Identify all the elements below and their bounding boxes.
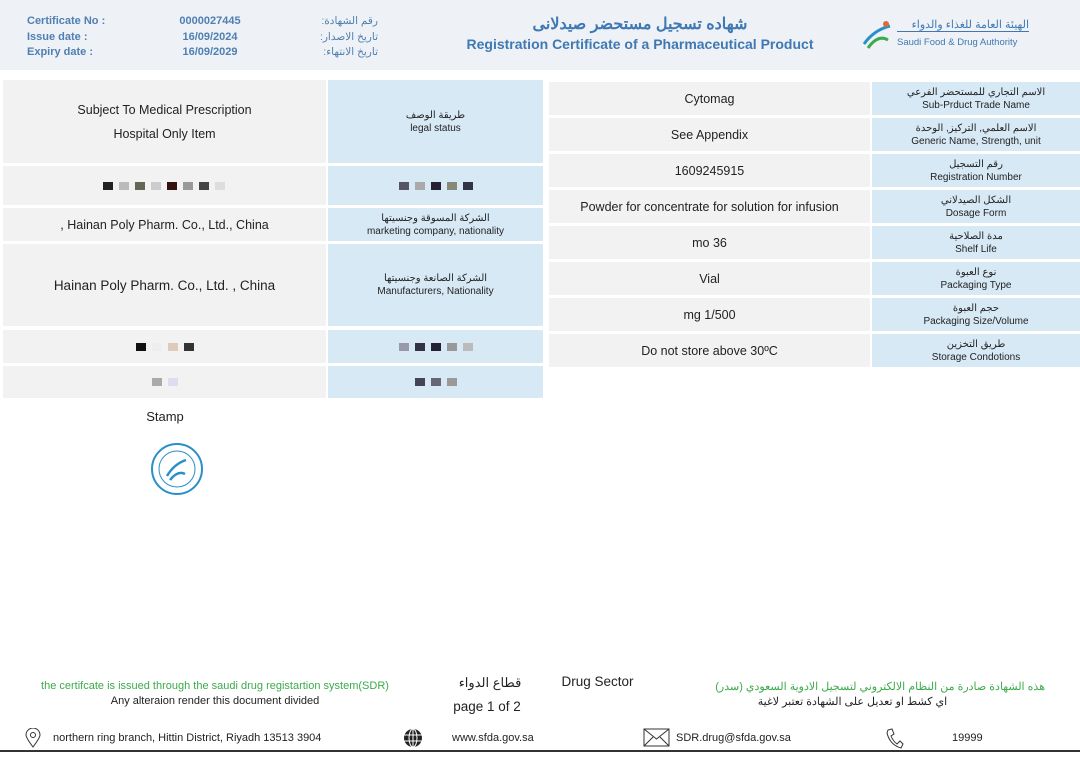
right-row-label: الاسم العلمي, التركيز, الوحدة Generic Na…	[872, 118, 1080, 151]
footer-sector-ar: قطاع الدواء	[458, 675, 522, 690]
label-ar: مدة الصلاحية	[949, 230, 1003, 242]
redacted-value	[3, 330, 326, 363]
footer-address: northern ring branch, Hittin District, R…	[53, 732, 322, 744]
sfda-logo-icon	[862, 21, 891, 49]
authority-ar: الهيئة العامة للغذاء والدواء	[897, 18, 1029, 32]
page-number: page 1 of 2	[453, 699, 521, 714]
label-ar: الشكل الصيدلاني	[940, 194, 1012, 206]
redacted-value	[3, 166, 326, 205]
right-row-value: Do not store above 30ºC	[549, 334, 870, 367]
issue-date-label: Issue date :	[27, 31, 88, 43]
label-en: Dosage Form	[945, 207, 1007, 219]
label-ar: نوع العبوة	[955, 266, 997, 278]
manufacturer-value: Hainan Poly Pharm. Co., Ltd. , China	[3, 244, 326, 326]
redacted-label	[328, 330, 543, 363]
label-en: Manufacturers, Nationality	[377, 286, 494, 297]
legal-status-line-2: Hospital Only Item	[113, 126, 216, 141]
footer-website[interactable]: www.sfda.gov.sa	[452, 732, 534, 744]
certificate-no-ar: رقم الشهادة:	[321, 15, 378, 27]
title-ar: شهاده تسجيل مستحضر صيدلانى	[532, 16, 748, 33]
location-pin-icon	[25, 728, 41, 748]
footer-sdr-en: the certifcate is issued through the sau…	[41, 680, 389, 692]
expiry-date-ar: تاريخ الانتهاء:	[323, 46, 378, 58]
globe-icon	[404, 728, 422, 748]
right-row-label: طريق التخزين Storage Condotions	[872, 334, 1080, 367]
issue-date-ar: تاريخ الاصدار:	[319, 31, 378, 43]
right-row-value: mg 1/500	[549, 298, 870, 331]
label-en: Packaging Size/Volume	[923, 315, 1029, 327]
legal-status-value: Subject To Medical Prescription Hospital…	[3, 80, 326, 163]
label-en: legal status	[410, 122, 461, 134]
authority-en: Saudi Food & Drug Authority	[897, 37, 1018, 48]
label-en: Registration Number	[930, 171, 1022, 183]
label-ar: طريق التخزين	[946, 338, 1006, 350]
footer-email[interactable]: SDR.drug@sfda.gov.sa	[676, 732, 791, 744]
legal-status-line-1: Subject To Medical Prescription	[77, 102, 252, 117]
footer-phone: 19999	[952, 732, 983, 744]
redacted-label	[328, 366, 543, 398]
marketing-company-label: الشركة المسوقة وجنسيتها marketing compan…	[328, 208, 543, 241]
label-en: marketing company, nationality	[366, 225, 505, 237]
label-en: Sub-Prduct Trade Name	[922, 99, 1030, 111]
legal-status-label: طريقة الوصف legal status	[328, 80, 543, 163]
certificate-header: Certificate No : Issue date : Expiry dat…	[0, 0, 1080, 70]
expiry-date-label: Expiry date :	[27, 46, 94, 58]
right-row-value: 1609245915	[549, 154, 870, 187]
right-row-value: See Appendix	[549, 118, 870, 151]
certificate-no-label: Certificate No :	[27, 15, 106, 27]
right-row-label: حجم العبوة Packaging Size/Volume	[872, 298, 1080, 331]
right-row-value: Cytomag	[549, 82, 870, 115]
certificate-no: 0000027445	[179, 15, 241, 27]
phone-icon	[886, 728, 904, 749]
label-ar: الشركة المسوقة وجنسيتها	[381, 212, 490, 224]
right-row-value: Powder for concentrate for solution for …	[549, 190, 870, 223]
right-row-label: نوع العبوة Packaging Type	[872, 262, 1080, 295]
manufacturer-label: الشركة الصانعة وجنسيتها Manufacturers, N…	[328, 244, 543, 326]
label-en: Packaging Type	[940, 279, 1012, 291]
label-ar: رقم التسجيل	[949, 158, 1003, 170]
marketing-company-value: , Hainan Poly Pharm. Co., Ltd., China	[3, 208, 326, 241]
stamp-label: Stamp	[146, 409, 184, 424]
stamp-seal-icon	[151, 443, 203, 495]
right-row-label: مدة الصلاحية Shelf Life	[872, 226, 1080, 259]
right-row-label: الاسم التجاري للمستحضر الفرعي Sub-Prduct…	[872, 82, 1080, 115]
label-en: Shelf Life	[955, 243, 997, 255]
label-en: Generic Name, Strength, unit	[911, 135, 1041, 147]
footer-alteration-en: Any alteraion render this document divid…	[110, 695, 320, 707]
label-ar: الشركة الصانعة وجنسيتها	[383, 273, 488, 284]
label-ar: حجم العبوة	[952, 302, 1000, 314]
label-en: Storage Condotions	[931, 351, 1021, 363]
redacted-label	[328, 166, 543, 205]
expiry-date: 16/09/2029	[182, 46, 238, 58]
right-row-value: mo 36	[549, 226, 870, 259]
footer-divider	[0, 750, 1080, 752]
footer-sector-en: Drug Sector	[561, 674, 634, 689]
label-ar: الاسم العلمي, التركيز, الوحدة	[915, 122, 1037, 134]
right-row-value: Vial	[549, 262, 870, 295]
label-ar: الاسم التجاري للمستحضر الفرعي	[906, 86, 1046, 98]
label-ar: طريقة الوصف	[405, 109, 466, 121]
footer-sdr-ar: هذه الشهادة صادرة من النظام الالكتروني ل…	[715, 681, 1045, 693]
mail-icon	[643, 728, 670, 747]
footer-alteration-ar: اي كشط او تعديل على الشهادة تعتبر لاغية	[757, 696, 948, 708]
title-en: Registration Certificate of a Pharmaceut…	[466, 36, 814, 52]
issue-date: 16/09/2024	[182, 31, 238, 43]
right-row-label: رقم التسجيل Registration Number	[872, 154, 1080, 187]
right-row-label: الشكل الصيدلاني Dosage Form	[872, 190, 1080, 223]
redacted-value	[3, 366, 326, 398]
